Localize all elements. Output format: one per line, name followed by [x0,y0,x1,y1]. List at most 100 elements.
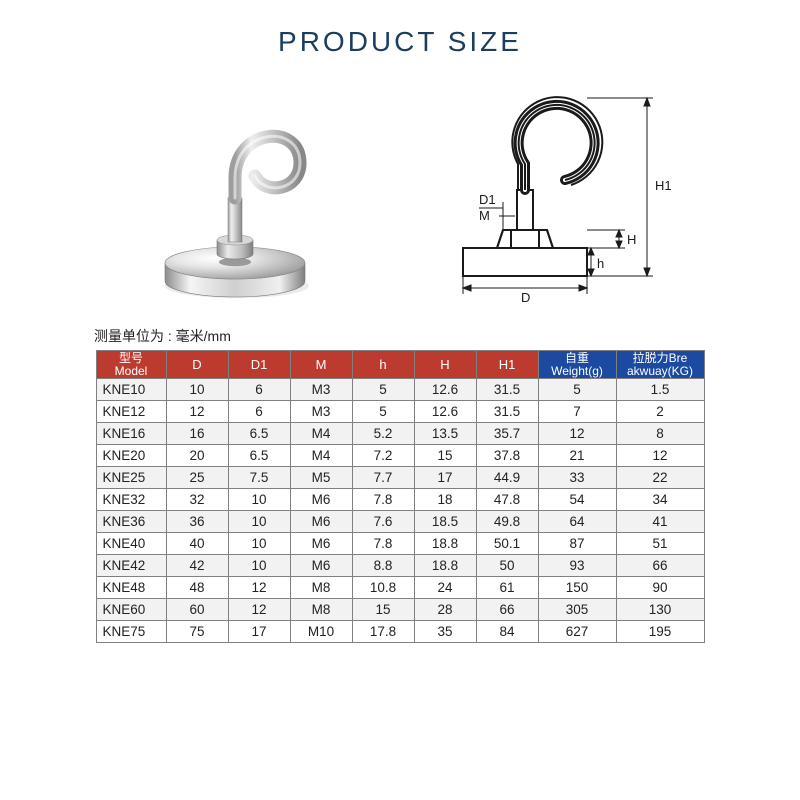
cell: M8 [290,599,352,621]
table-row: KNE16166.5M45.213.535.7128 [96,423,704,445]
col-header-break: 拉脱力Breakwuay(KG) [616,351,704,379]
table-row: KNE363610M67.618.549.86441 [96,511,704,533]
table-row: KNE606012M8152866305130 [96,599,704,621]
cell: 6 [228,379,290,401]
cell: 61 [476,577,538,599]
cell: 28 [414,599,476,621]
col-header-weight: 自重Weight(g) [538,351,616,379]
cell: 24 [414,577,476,599]
cell: 44.9 [476,467,538,489]
cell: 10 [228,511,290,533]
cell: 50 [476,555,538,577]
cell: 627 [538,621,616,643]
cell: 7 [538,401,616,423]
table-row: KNE323210M67.81847.85434 [96,489,704,511]
cell: M6 [290,511,352,533]
cell: KNE20 [96,445,166,467]
col-header-model: 型号Model [96,351,166,379]
table-row: KNE424210M68.818.8509366 [96,555,704,577]
cell: KNE16 [96,423,166,445]
unit-note: 测量单位为 : 毫米/mm [0,326,800,350]
cell: 40 [166,533,228,555]
dim-D1: D1 [479,192,496,207]
cell: 5 [538,379,616,401]
cell: 195 [616,621,704,643]
dim-M: M [479,208,490,223]
cell: KNE60 [96,599,166,621]
cell: 48 [166,577,228,599]
cell: 12 [538,423,616,445]
col-header-D: D [166,351,228,379]
cell: 10 [228,555,290,577]
cell: 33 [538,467,616,489]
cell: 2 [616,401,704,423]
dim-H: H [627,232,636,247]
table-row: KNE404010M67.818.850.18751 [96,533,704,555]
cell: 8.8 [352,555,414,577]
cell: 18.8 [414,555,476,577]
cell: 42 [166,555,228,577]
cell: 60 [166,599,228,621]
cell: 12 [228,577,290,599]
cell: 305 [538,599,616,621]
cell: 12 [616,445,704,467]
cell: 6.5 [228,445,290,467]
cell: M3 [290,401,352,423]
cell: 90 [616,577,704,599]
cell: 25 [166,467,228,489]
cell: 13.5 [414,423,476,445]
dim-h: h [597,256,604,271]
cell: 66 [476,599,538,621]
spec-table: 型号ModelDD1MhHH1自重Weight(g)拉脱力Breakwuay(K… [96,350,705,643]
cell: 51 [616,533,704,555]
cell: 47.8 [476,489,538,511]
cell: KNE48 [96,577,166,599]
cell: 75 [166,621,228,643]
cell: 12.6 [414,379,476,401]
cell: 18.8 [414,533,476,555]
table-row: KNE25257.5M57.71744.93322 [96,467,704,489]
cell: 31.5 [476,379,538,401]
cell: 15 [414,445,476,467]
cell: M6 [290,555,352,577]
cell: 84 [476,621,538,643]
cell: 17 [414,467,476,489]
table-row: KNE757517M1017.83584627195 [96,621,704,643]
cell: 5 [352,379,414,401]
table-row: KNE10106M3512.631.551.5 [96,379,704,401]
cell: 49.8 [476,511,538,533]
cell: M5 [290,467,352,489]
cell: 87 [538,533,616,555]
cell: 1.5 [616,379,704,401]
cell: 31.5 [476,401,538,423]
dim-D: D [521,290,530,305]
table-row: KNE12126M3512.631.572 [96,401,704,423]
cell: 16 [166,423,228,445]
cell: 41 [616,511,704,533]
cell: 5 [352,401,414,423]
cell: 12.6 [414,401,476,423]
cell: 7.8 [352,533,414,555]
cell: KNE42 [96,555,166,577]
cell: KNE12 [96,401,166,423]
cell: 7.2 [352,445,414,467]
table-row: KNE20206.5M47.21537.82112 [96,445,704,467]
product-photo [125,68,345,308]
cell: 17.8 [352,621,414,643]
col-header-H: H [414,351,476,379]
cell: 12 [166,401,228,423]
cell: 50.1 [476,533,538,555]
cell: 10 [228,533,290,555]
cell: KNE25 [96,467,166,489]
cell: KNE32 [96,489,166,511]
cell: 6 [228,401,290,423]
cell: M4 [290,445,352,467]
cell: 35 [414,621,476,643]
col-header-h: h [352,351,414,379]
cell: 150 [538,577,616,599]
cell: KNE75 [96,621,166,643]
cell: KNE40 [96,533,166,555]
cell: 18 [414,489,476,511]
cell: M8 [290,577,352,599]
cell: 10.8 [352,577,414,599]
